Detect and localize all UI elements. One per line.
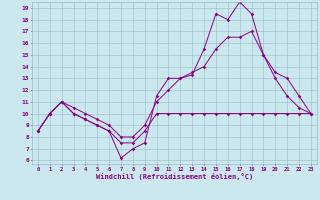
X-axis label: Windchill (Refroidissement éolien,°C): Windchill (Refroidissement éolien,°C) <box>96 173 253 180</box>
